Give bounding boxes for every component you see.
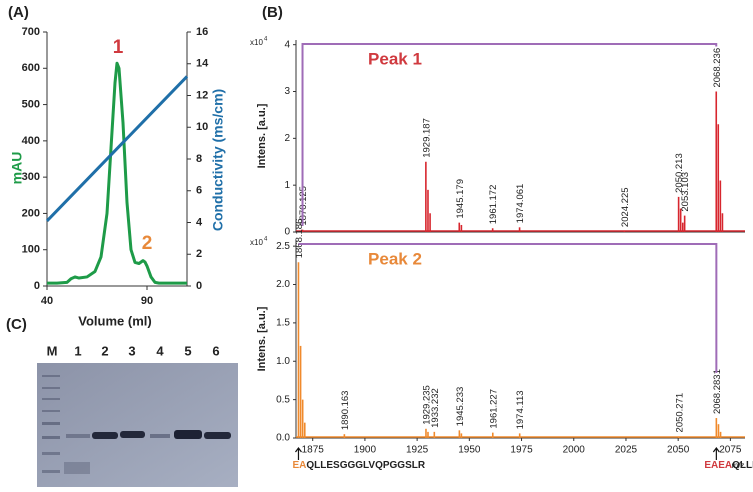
- arrow: [294, 447, 302, 460]
- y-tick-label: 3: [284, 86, 290, 97]
- line: [47, 61, 187, 285]
- scale-label: x10: [250, 38, 263, 47]
- y2-tick-label: 14: [196, 58, 209, 70]
- arrow: [712, 447, 720, 460]
- peak-label: 1945.233: [455, 387, 466, 427]
- y2-tick-label: 8: [196, 153, 202, 165]
- peak-label: 2053.103: [680, 172, 691, 212]
- peak-annotation: 1: [113, 37, 124, 58]
- x-tick-label: 2025: [615, 445, 638, 456]
- peak-label: 1961.172: [488, 185, 499, 225]
- y2-tick-label: 12: [196, 89, 208, 101]
- scale-exponent: 4: [264, 37, 268, 43]
- y-tick-label: 100: [22, 244, 40, 256]
- y-tick-label: 0.0: [276, 433, 290, 444]
- peak-label: 1974.113: [515, 390, 526, 429]
- scale-label: x10: [250, 238, 263, 247]
- lane-label: 5: [184, 343, 191, 358]
- y-tick-label: 2.0: [276, 279, 290, 290]
- gel: [37, 363, 238, 487]
- lane-label: 3: [128, 343, 135, 358]
- peak-label: 2050.213: [674, 153, 685, 193]
- peak-label: 1868.186: [294, 219, 305, 259]
- panel-label: (B): [262, 4, 283, 21]
- y-tick-label: 0: [284, 227, 290, 238]
- y-tick-label: 0: [34, 280, 40, 292]
- y-tick-label: 700: [22, 26, 40, 38]
- y2-tick-label: 4: [196, 216, 203, 228]
- y-tick-label: 500: [22, 98, 40, 110]
- y-tick-label: 400: [22, 135, 40, 147]
- x-tick-label: 2050: [667, 445, 690, 456]
- x-axis-label: Volume (ml): [78, 313, 151, 328]
- peak-label: 1929.235: [421, 385, 432, 425]
- sequence: EAQLLESGGGLVQPGGSLR: [292, 460, 425, 471]
- peak-annotation: 2: [142, 233, 153, 254]
- peak-annotation: Peak 2: [368, 249, 422, 268]
- lane-label: 6: [212, 343, 219, 358]
- y-tick-label: 2: [284, 133, 290, 144]
- y-axis-label: Intens. [a.u.]: [256, 103, 268, 168]
- x-tick-label: 1950: [458, 445, 481, 456]
- y-tick-label: 1: [284, 180, 290, 191]
- bracket: [298, 243, 718, 374]
- y-tick-label: 300: [22, 171, 40, 183]
- y-tick-label: 1.5: [276, 318, 290, 329]
- sequence-rest: QLLESGGGLVQPGGSLR: [306, 460, 425, 471]
- x-tick-label: 2000: [563, 445, 586, 456]
- peak-label: 2050.271: [674, 393, 685, 433]
- sequence: EAEAQLLESGGGLVQPGGSLR: [704, 460, 753, 471]
- y2-tick-label: 0: [196, 280, 202, 292]
- lane-label: 2: [101, 343, 108, 358]
- scale-exponent: 4: [264, 237, 268, 243]
- peak-annotation: Peak 1: [368, 49, 422, 68]
- y-tick-label: 1.0: [276, 356, 290, 367]
- y2-tick-label: 2: [196, 248, 202, 260]
- peak-label: 2068.2831: [712, 369, 723, 414]
- peak-label: 1929.187: [421, 118, 432, 158]
- panel-label: (A): [8, 4, 29, 21]
- y-tick-label: 0.5: [276, 394, 290, 405]
- x-tick-label: 2075: [719, 445, 742, 456]
- y-axis-label: Intens. [a.u.]: [256, 306, 268, 371]
- y-tick-label: 600: [22, 62, 40, 74]
- line: [45, 75, 189, 222]
- y-tick-label: 4: [284, 39, 290, 50]
- y2-axis-label: Conductivity (ms/cm): [210, 89, 226, 231]
- y-tick-label: 2.5: [276, 241, 290, 252]
- peak-label: 1870.125: [298, 186, 309, 226]
- lane-label: 4: [156, 343, 164, 358]
- x-tick-label: 90: [141, 295, 153, 307]
- x-tick-label: 1875: [302, 445, 325, 456]
- peak-label: 1890.163: [340, 391, 351, 431]
- y2-tick-label: 16: [196, 26, 208, 38]
- bracket: [301, 43, 718, 226]
- x-tick-label: 1925: [406, 445, 429, 456]
- sequence-rest: QLLESGGGLVQPGGSLR: [732, 460, 753, 471]
- sequence-prefix: EA: [292, 460, 306, 471]
- x-tick-label: 40: [41, 295, 53, 307]
- x-axis-label: m/z: [732, 461, 745, 470]
- peak-label: 1961.227: [488, 389, 499, 429]
- sequence-prefix: EAEA: [704, 460, 732, 471]
- peak-label: 2024.225: [620, 187, 631, 227]
- y-axis-label: mAU: [9, 152, 25, 185]
- panel-label: (C): [6, 316, 27, 333]
- lane-label: M: [47, 343, 58, 358]
- x-tick-label: 1900: [354, 445, 377, 456]
- peak-label: 1933.232: [430, 388, 441, 428]
- x-tick-label: 1975: [510, 445, 533, 456]
- y-tick-label: 200: [22, 207, 40, 219]
- y2-tick-label: 6: [196, 185, 202, 197]
- gel-bands: [42, 375, 231, 474]
- y2-tick-label: 10: [196, 121, 208, 133]
- lane-label: 1: [74, 343, 81, 358]
- peak-label: 1945.179: [455, 179, 466, 219]
- peak-label: 2068.236: [712, 48, 723, 88]
- peak-label: 1974.061: [515, 184, 526, 224]
